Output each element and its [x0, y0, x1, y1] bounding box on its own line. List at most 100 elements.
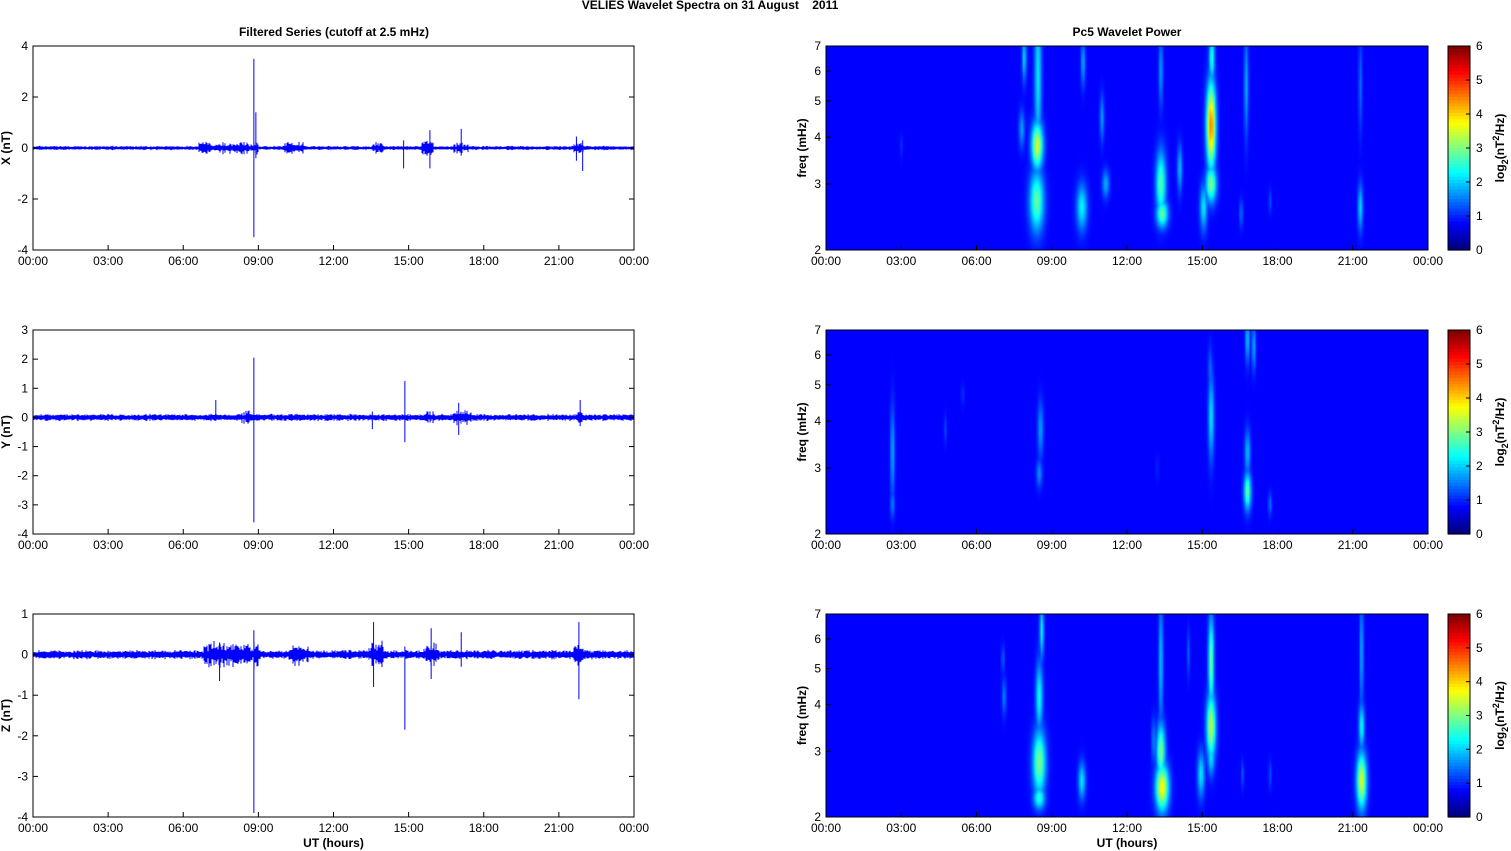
colorbar-band: [1448, 100, 1470, 104]
colorbar-band: [1448, 122, 1470, 127]
colorbar-band: [1448, 214, 1470, 219]
x-tick-label: 03:00: [93, 821, 123, 835]
y-tick-label: 6: [814, 632, 821, 646]
colorbar-band: [1448, 702, 1470, 707]
colorbar-band: [1448, 715, 1470, 720]
colorbar-band: [1448, 68, 1470, 73]
colorbar-band: [1448, 422, 1470, 427]
colorbar-band: [1448, 626, 1470, 631]
colorbar-band: [1448, 667, 1470, 672]
colorbar-band: [1448, 374, 1470, 379]
colorbar-band: [1448, 693, 1470, 698]
y-tick-label: 3: [814, 744, 821, 758]
colorbar-band: [1448, 614, 1470, 618]
colorbar-band: [1448, 387, 1470, 392]
colorbar-band: [1448, 683, 1470, 688]
colorbar-band: [1448, 479, 1470, 484]
colorbar-band: [1448, 148, 1470, 152]
y-tick-label: 7: [814, 607, 821, 621]
x-tick-label: 06:00: [168, 821, 198, 835]
colorbar-band: [1448, 352, 1470, 357]
colorbar-band: [1448, 349, 1470, 353]
x-tick-label: 00:00: [1413, 254, 1443, 268]
colorbar-band: [1448, 409, 1470, 414]
x-tick-label: 00:00: [619, 254, 649, 268]
x-tick-label: 09:00: [1037, 821, 1067, 835]
colorbar-band: [1448, 186, 1470, 191]
colorbar-band: [1448, 744, 1470, 748]
y-tick-label: 2: [814, 527, 821, 541]
colorbar-band: [1448, 179, 1470, 184]
colorbar-band: [1448, 797, 1470, 802]
freq-axis-label: freq (mHz): [795, 118, 809, 177]
colorbar-band: [1448, 756, 1470, 761]
colorbar-band: [1448, 202, 1470, 206]
colorbar-tick-label: 0: [1476, 810, 1483, 824]
colorbar-band: [1448, 664, 1470, 669]
colorbar-band: [1448, 495, 1470, 500]
colorbar-tick-label: 6: [1476, 323, 1483, 337]
colorbar-tick-label: 2: [1476, 742, 1483, 756]
colorbar-band: [1448, 77, 1470, 82]
colorbar-band: [1448, 52, 1470, 57]
colorbar-band: [1448, 712, 1470, 717]
colorbar-tick-label: 0: [1476, 243, 1483, 257]
colorbar-band: [1448, 396, 1470, 401]
colorbar-band: [1448, 55, 1470, 60]
colorbar-band: [1448, 696, 1470, 701]
plot-area: [33, 614, 634, 817]
x-tick-label: 18:00: [469, 254, 499, 268]
x-tick-label: 00:00: [619, 821, 649, 835]
x-tick-label: 12:00: [318, 821, 348, 835]
colorbar-band: [1448, 116, 1470, 120]
x-tick-label: 18:00: [1262, 538, 1292, 552]
colorbar-band: [1448, 81, 1470, 85]
colorbar-band: [1448, 511, 1470, 516]
y-tick-label: -4: [17, 810, 28, 824]
colorbar-label: log2(nT2/Hz): [1491, 398, 1510, 467]
colorbar-band: [1448, 788, 1470, 793]
y-tick-label: 2: [814, 243, 821, 257]
colorbar-band: [1448, 61, 1470, 66]
x-tick-label: 03:00: [886, 538, 916, 552]
colorbar-band: [1448, 441, 1470, 446]
y-tick-label: 0: [21, 648, 28, 662]
colorbar-band: [1448, 438, 1470, 443]
colorbar-band: [1448, 705, 1470, 710]
x-tick-label: 03:00: [886, 254, 916, 268]
x-tick-label: 00:00: [619, 538, 649, 552]
y-tick-label: 0: [21, 141, 28, 155]
colorbar-band: [1448, 460, 1470, 465]
colorbar-band: [1448, 211, 1470, 216]
colorbar: 6 5 4 3 2 1 0 log2(nT2/Hz): [1447, 323, 1510, 541]
x-tick-label: 00:00: [811, 821, 841, 835]
colorbar-band: [1448, 345, 1470, 350]
colorbar-band: [1448, 192, 1470, 197]
colorbar-band: [1448, 734, 1470, 739]
colorbar-band: [1448, 138, 1470, 143]
colorbar-band: [1448, 432, 1470, 436]
colorbar-band: [1448, 731, 1470, 736]
x-axis-label: UT (hours): [1097, 836, 1158, 850]
colorbar-band: [1448, 176, 1470, 181]
colorbar-band: [1448, 454, 1470, 459]
colorbar-band: [1448, 633, 1470, 637]
colorbar: 6 5 4 3 2 1 0 log2(nT2/Hz): [1447, 39, 1510, 257]
colorbar-band: [1448, 368, 1470, 373]
colorbar-band: [1448, 763, 1470, 767]
colorbar-band: [1448, 677, 1470, 682]
colorbar-band: [1448, 119, 1470, 124]
colorbar-band: [1448, 170, 1470, 175]
x-tick-label: 12:00: [318, 538, 348, 552]
colorbar-band: [1448, 648, 1470, 653]
colorbar-band: [1448, 390, 1470, 395]
colorbar-band: [1448, 195, 1470, 200]
colorbar-band: [1448, 65, 1470, 69]
colorbar-band: [1448, 365, 1470, 369]
colorbar-band: [1448, 221, 1470, 226]
colorbar-band: [1448, 810, 1470, 815]
wavelet-power-image: [826, 614, 1428, 817]
x-tick-label: 18:00: [1262, 254, 1292, 268]
colorbar-band: [1448, 527, 1470, 532]
